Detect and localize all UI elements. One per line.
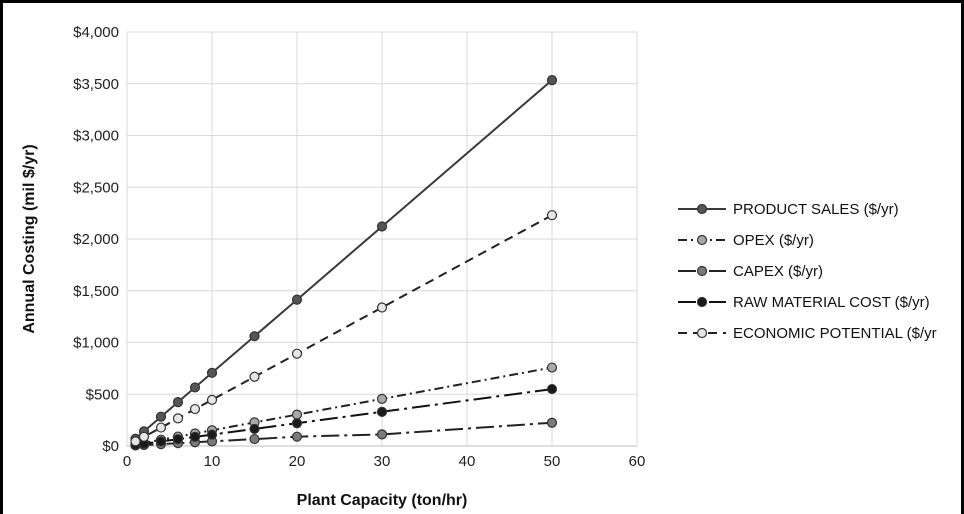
data-point [546,383,558,395]
x-tick-label: 50 [544,453,561,470]
series-layer [130,75,558,451]
data-point [291,409,303,420]
data-point [249,433,260,445]
legend-marker [696,296,708,308]
data-point [291,294,303,305]
legend-marker [696,327,708,339]
data-point [546,75,558,86]
data-point [249,331,260,342]
data-point [189,403,201,415]
y-tick-label: $2,000 [73,231,119,248]
grid [126,31,638,447]
x-axis-title: Plant Capacity (ton/hr) [297,492,468,509]
data-point [376,406,388,417]
y-tick-label: $1,000 [73,335,119,352]
data-point [189,431,201,442]
legend-label: PRODUCT SALES ($/yr) [733,201,899,218]
data-point [130,436,141,447]
data-point [155,422,167,433]
data-point [291,418,303,429]
data-point [206,429,218,440]
axes: $0 $500 $1,000 $1,500 $2,000 $2,500 $3,000 $3,5… [73,24,645,470]
legend-label: OPEX ($/yr) [733,232,814,249]
data-point [546,417,558,428]
legend-label: CAPEX ($/yr) [733,263,823,280]
y-tick-label: $500 [86,386,119,403]
data-point [546,362,558,373]
y-tick-label: $1,500 [73,283,119,300]
series-line-2 [135,421,553,447]
data-point [546,210,558,221]
data-point [138,431,150,442]
x-tick-label: 40 [459,453,476,470]
x-tick-label: 60 [629,453,646,470]
series-line-0 [134,79,553,440]
y-tick-label: $3,500 [73,76,119,93]
x-tick-label: 20 [289,453,306,470]
legend-marker [696,203,708,215]
data-point [155,436,167,447]
series-line-3 [135,388,553,446]
y-tick-label: $3,000 [73,128,119,145]
series-line-4 [135,214,553,443]
y-tick-label: $0 [102,438,119,455]
x-tick-label: 10 [204,453,221,470]
data-point [291,431,303,442]
data-point [172,397,184,408]
data-point [189,382,201,393]
data-point [376,302,388,313]
x-tick-label: 0 [123,453,131,470]
x-tick-label: 30 [374,453,391,470]
data-point [291,348,303,359]
legend-marker [696,234,708,246]
legend: PRODUCT SALES ($/yr) OPEX ($/yr) CAPEX ($/… [678,201,937,342]
data-point [376,221,388,232]
data-point [376,429,388,440]
data-point [206,394,218,405]
data-point [376,393,388,405]
y-tick-label: $2,500 [73,179,119,196]
legend-label: RAW MATERIAL COST ($/yr) [733,294,930,311]
data-point [249,371,260,382]
data-point [206,367,218,378]
y-tick-label: $4,000 [73,24,119,41]
data-point [172,413,184,424]
data-point [155,411,167,422]
legend-label: ECONOMIC POTENTIAL ($/yr [733,325,937,342]
data-point [249,423,260,435]
legend-marker [696,265,708,277]
data-point [172,434,184,445]
y-axis-title: Annual Costing (mil $/yr) [21,144,38,333]
